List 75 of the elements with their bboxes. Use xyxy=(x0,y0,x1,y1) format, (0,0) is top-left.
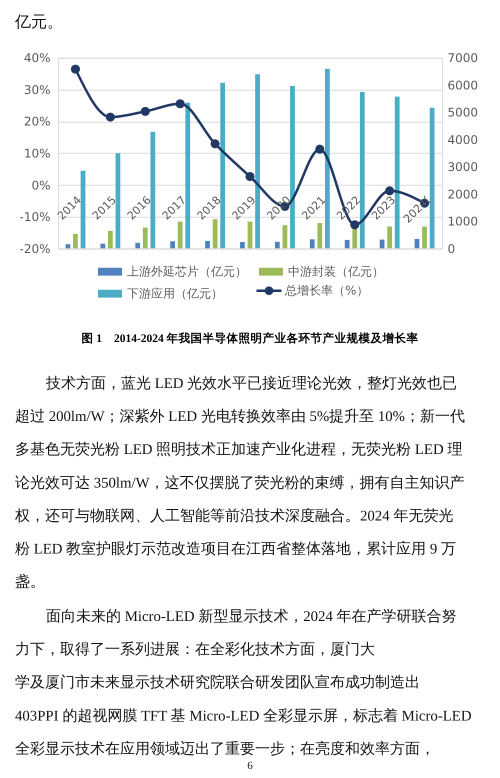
text: 超过 200lm/W；深紫外 LED 光电转换效率由 5%提升至 10%；新一代 xyxy=(15,408,465,426)
bar xyxy=(100,244,106,248)
y2-tick-label: 5000 xyxy=(448,106,478,120)
bar xyxy=(317,222,322,248)
y2-tick-label: 1000 xyxy=(448,214,478,229)
bar xyxy=(394,96,400,248)
bar xyxy=(116,153,120,248)
bar xyxy=(387,226,392,248)
y2-tick-label: 7000 xyxy=(448,51,478,66)
point xyxy=(106,112,115,122)
bar xyxy=(274,242,280,248)
text: 盏。 xyxy=(15,574,45,591)
y2-tick-label: 3000 xyxy=(448,160,478,174)
bar xyxy=(325,68,330,248)
y2-tick-label: 6000 xyxy=(448,78,478,92)
bar xyxy=(73,234,78,248)
point xyxy=(210,139,220,148)
y-tick-label: -10% xyxy=(19,210,50,224)
y-tick-label: 30% xyxy=(24,82,50,97)
legend-label: 下游应用（亿元） xyxy=(127,286,223,301)
y-tick-label: 10% xyxy=(24,146,50,160)
bar xyxy=(150,132,156,248)
bar xyxy=(248,222,252,248)
bar xyxy=(282,225,288,248)
legend-label: 中游封装（亿元） xyxy=(288,264,384,279)
y-tick-label: 20% xyxy=(24,114,50,129)
y2-tick-label: 0 xyxy=(448,242,456,256)
point xyxy=(245,172,255,182)
bar xyxy=(360,92,365,248)
point xyxy=(315,144,324,154)
point xyxy=(70,64,80,74)
text: 技术方面，蓝光 LED 光效水平已接近理论光效，整灯光效也已 xyxy=(45,375,458,392)
bar xyxy=(185,102,190,248)
bar xyxy=(178,222,183,248)
text: 学及厦门市未来显示技术研究院联合研发团队宣布成功制造出 xyxy=(15,674,420,692)
text: 力下，取得了一系列进展：在全彩化技术方面，厦门大 xyxy=(15,641,375,658)
y-tick-label: 0% xyxy=(31,178,50,192)
text: 多基色无荧光粉 LED 照明技术正加速产业化进程，无荧光粉 LED 理 xyxy=(15,441,462,458)
legend-label: 上游外延芯片（亿元） xyxy=(127,264,247,279)
text: 面向未来的 Micro-LED 新型显示技术，2024 年在产学研联合努 xyxy=(46,608,457,625)
y2-tick-label: 2000 xyxy=(448,187,478,202)
text: 全彩显示技术在应用领域迈出了重要一步；在亮度和效率方面， xyxy=(15,740,435,758)
bar xyxy=(66,244,70,248)
bar xyxy=(380,240,384,248)
point xyxy=(176,99,185,108)
y-tick-label: -20% xyxy=(19,242,50,256)
text: 权，还可与物联网、人工智能等前沿技术深度融合。2024 年无荧光 xyxy=(14,507,454,524)
bar xyxy=(212,219,218,248)
bar xyxy=(255,74,260,248)
bar xyxy=(142,228,148,248)
text: 论光效可达 350lm/W，这不仅摆脱了荧光粉的束缚，拥有自主知识产 xyxy=(15,474,465,492)
text: 粉 LED 教室护眼灯示范改造项目在江西省整体落地，累计应用 9 万 xyxy=(15,540,456,558)
bar xyxy=(290,86,295,248)
bar xyxy=(135,242,140,248)
point xyxy=(385,186,394,196)
bar xyxy=(220,82,226,248)
bar xyxy=(170,241,175,248)
y2-tick-label: 4000 xyxy=(448,132,478,147)
bar xyxy=(205,240,210,248)
text: 图 1 2014-2024 年我国半导体照明产业各环节产业规模及增长率 xyxy=(81,331,419,345)
bar xyxy=(108,230,113,248)
text: 403PPI 的超视网膜 TFT 基 Micro-LED 全彩显示屏，标志着 Micro-LED xyxy=(15,707,472,724)
bar xyxy=(414,239,420,248)
legend-label: 总增长率（%） xyxy=(284,284,368,298)
bar xyxy=(430,108,434,248)
bar xyxy=(310,239,315,248)
point xyxy=(350,220,360,230)
text: 6 xyxy=(247,760,254,772)
bar xyxy=(80,170,86,248)
bar xyxy=(344,240,350,248)
bar xyxy=(422,226,427,248)
text: 亿元。 xyxy=(14,14,63,31)
point xyxy=(140,106,150,116)
y-tick-label: 40% xyxy=(24,51,50,66)
bar xyxy=(240,242,245,248)
